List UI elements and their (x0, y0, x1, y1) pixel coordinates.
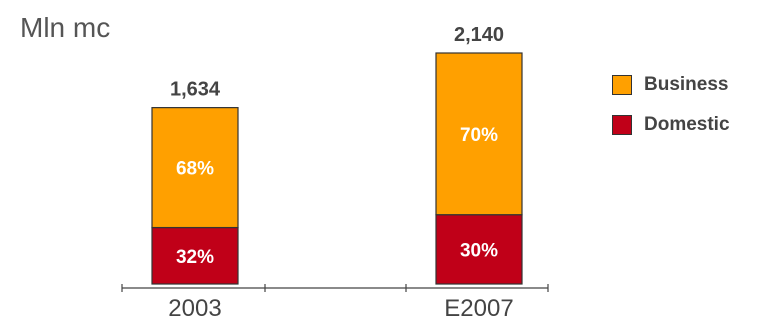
segment-label-business-2003: 68% (176, 159, 214, 180)
legend-swatch-domestic (612, 115, 632, 135)
x-tick-label-2003: 2003 (168, 295, 221, 321)
legend-item-domestic: Domestic (612, 113, 730, 137)
legend-swatch-business (612, 75, 632, 95)
x-tick-label-e2007: E2007 (444, 295, 513, 321)
bar-segment-business-e2007 (435, 52, 523, 216)
bar-segment-business-2003 (151, 107, 239, 229)
bar-segment-domestic-2003 (151, 226, 239, 285)
total-label-2003: 1,634 (170, 79, 221, 101)
legend: Business Domestic (612, 73, 730, 153)
segment-label-business-e2007: 70% (460, 125, 498, 146)
segment-label-domestic-e2007: 30% (460, 240, 498, 261)
unit-label: Mln mc (20, 12, 111, 43)
legend-label-domestic: Domestic (644, 114, 730, 135)
total-label-e2007: 2,140 (454, 24, 504, 46)
legend-item-business: Business (612, 73, 730, 97)
legend-label-business: Business (644, 74, 729, 95)
segment-label-domestic-2003: 32% (176, 247, 214, 268)
bar-segment-domestic-e2007 (435, 214, 523, 285)
